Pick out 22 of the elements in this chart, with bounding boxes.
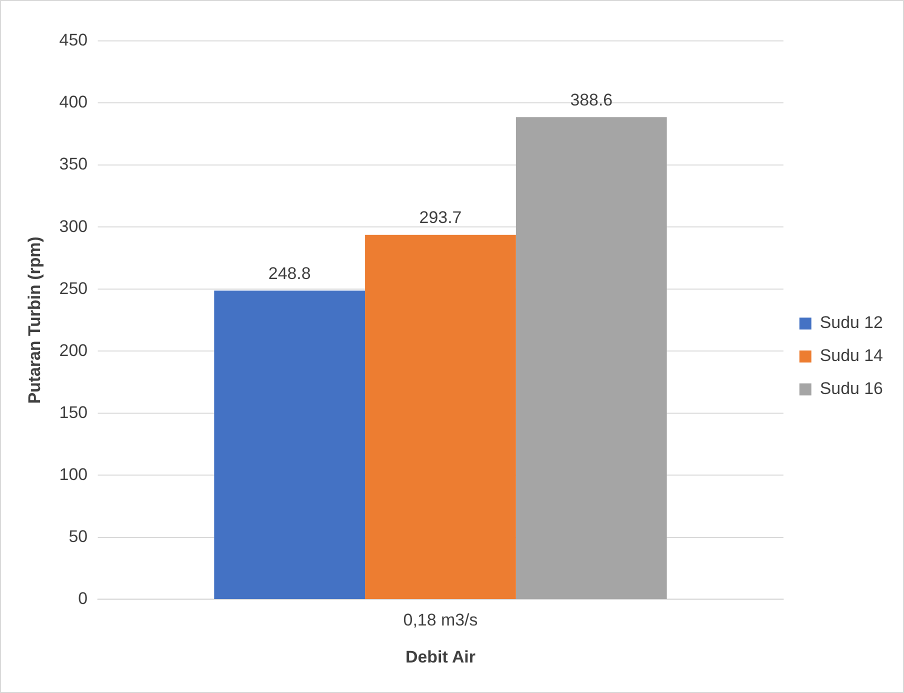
y-axis-title: Putaran Turbin (rpm) bbox=[24, 236, 44, 404]
bar bbox=[365, 234, 516, 599]
data-label: 248.8 bbox=[268, 264, 311, 283]
y-tick-label: 300 bbox=[59, 216, 88, 236]
x-tick-label: 0,18 m3/s bbox=[403, 610, 478, 630]
data-label: 388.6 bbox=[570, 90, 613, 110]
y-tick-label: 450 bbox=[59, 30, 88, 50]
y-tick-label: 100 bbox=[59, 465, 88, 484]
y-tick-label: 150 bbox=[59, 402, 88, 422]
x-axis-title: Debit Air bbox=[406, 648, 476, 667]
y-tick-label: 250 bbox=[59, 278, 88, 298]
legend-label: Sudu 14 bbox=[820, 346, 883, 366]
data-label: 293.7 bbox=[419, 208, 462, 228]
y-tick-label: 200 bbox=[59, 340, 88, 360]
bar bbox=[214, 290, 366, 599]
bar bbox=[516, 117, 667, 599]
y-tick-label: 50 bbox=[68, 527, 88, 546]
legend-label: Sudu 16 bbox=[820, 379, 883, 398]
y-tick-label: 400 bbox=[59, 92, 88, 112]
legend-label: Sudu 12 bbox=[820, 313, 883, 332]
y-tick-label: 350 bbox=[59, 154, 88, 174]
y-tick-label: 0 bbox=[78, 589, 88, 608]
